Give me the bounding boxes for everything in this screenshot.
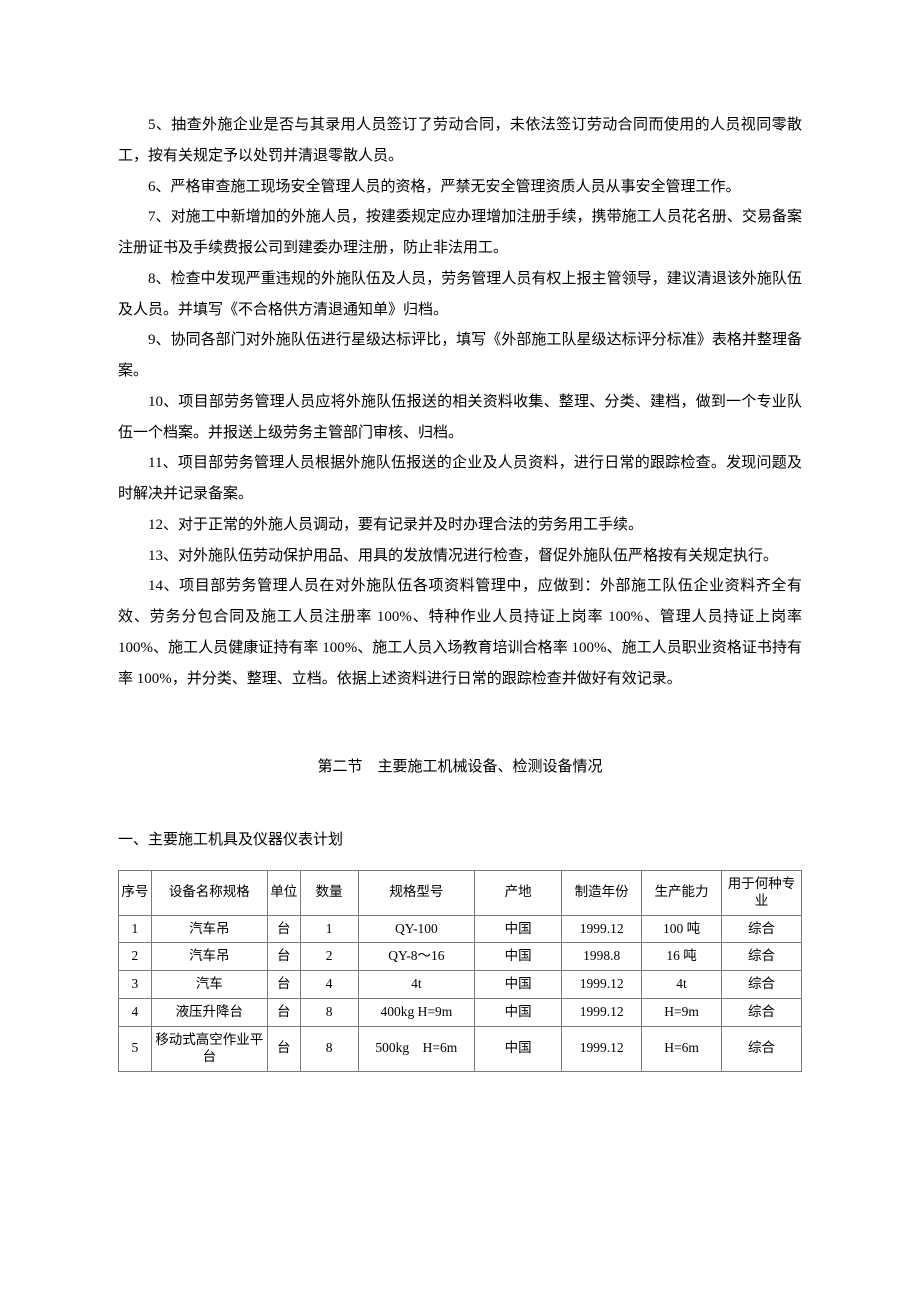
list-item-7: 7、对施工中新增加的外施人员，按建委规定应办理增加注册手续，携带施工人员花名册、… [118, 202, 802, 264]
cell: 汽车 [151, 971, 267, 999]
table-row: 3 汽车 台 4 4t 中国 1999.12 4t 综合 [119, 971, 802, 999]
cell: QY-8～16 [358, 943, 474, 971]
cell: 1998.8 [562, 943, 642, 971]
subsection-title: 一、主要施工机具及仪器仪表计划 [118, 825, 802, 856]
col-usage: 用于何种专业 [722, 870, 802, 915]
cell: 移动式高空作业平台 [151, 1027, 267, 1072]
col-capacity: 生产能力 [642, 870, 722, 915]
cell: 中国 [474, 1027, 561, 1072]
col-seq: 序号 [119, 870, 152, 915]
cell: 8 [300, 999, 358, 1027]
cell: 400kg H=9m [358, 999, 474, 1027]
cell: 5 [119, 1027, 152, 1072]
equipment-table: 序号 设备名称规格 单位 数量 规格型号 产地 制造年份 生产能力 用于何种专业… [118, 870, 802, 1072]
col-qty: 数量 [300, 870, 358, 915]
col-origin: 产地 [474, 870, 561, 915]
list-item-11: 11、项目部劳务管理人员根据外施队伍报送的企业及人员资料，进行日常的跟踪检查。发… [118, 448, 802, 510]
cell: 综合 [722, 1027, 802, 1072]
list-item-12: 12、对于正常的外施人员调动，要有记录并及时办理合法的劳务用工手续。 [118, 510, 802, 541]
cell: 台 [267, 915, 300, 943]
cell: 中国 [474, 971, 561, 999]
cell: 1999.12 [562, 1027, 642, 1072]
cell: 综合 [722, 915, 802, 943]
list-item-6: 6、严格审查施工现场安全管理人员的资格，严禁无安全管理资质人员从事安全管理工作。 [118, 172, 802, 203]
cell: H=9m [642, 999, 722, 1027]
cell: 1 [300, 915, 358, 943]
cell: 台 [267, 999, 300, 1027]
col-spec: 规格型号 [358, 870, 474, 915]
cell: 中国 [474, 999, 561, 1027]
cell: 3 [119, 971, 152, 999]
col-unit: 单位 [267, 870, 300, 915]
cell: 中国 [474, 915, 561, 943]
cell: 500kg H=6m [358, 1027, 474, 1072]
list-item-13: 13、对外施队伍劳动保护用品、用具的发放情况进行检查，督促外施队伍严格按有关规定… [118, 541, 802, 572]
list-item-10: 10、项目部劳务管理人员应将外施队伍报送的相关资料收集、整理、分类、建档，做到一… [118, 387, 802, 449]
cell: 台 [267, 943, 300, 971]
table-row: 1 汽车吊 台 1 QY-100 中国 1999.12 100 吨 综合 [119, 915, 802, 943]
section-title: 第二节 主要施工机械设备、检测设备情况 [118, 752, 802, 783]
cell: 16 吨 [642, 943, 722, 971]
cell: 1999.12 [562, 971, 642, 999]
cell: 综合 [722, 971, 802, 999]
list-item-8: 8、检查中发现严重违规的外施队伍及人员，劳务管理人员有权上报主管领导，建议清退该… [118, 264, 802, 326]
table-row: 4 液压升降台 台 8 400kg H=9m 中国 1999.12 H=9m 综… [119, 999, 802, 1027]
list-item-14: 14、项目部劳务管理人员在对外施队伍各项资料管理中，应做到：外部施工队伍企业资料… [118, 571, 802, 694]
cell: 液压升降台 [151, 999, 267, 1027]
list-item-5: 5、抽查外施企业是否与其录用人员签订了劳动合同，未依法签订劳动合同而使用的人员视… [118, 110, 802, 172]
cell: 1999.12 [562, 915, 642, 943]
cell: 汽车吊 [151, 943, 267, 971]
cell: 2 [300, 943, 358, 971]
cell: 1 [119, 915, 152, 943]
cell: 100 吨 [642, 915, 722, 943]
cell: 综合 [722, 943, 802, 971]
cell: QY-100 [358, 915, 474, 943]
table-row: 5 移动式高空作业平台 台 8 500kg H=6m 中国 1999.12 H=… [119, 1027, 802, 1072]
list-item-9: 9、协同各部门对外施队伍进行星级达标评比，填写《外部施工队星级达标评分标准》表格… [118, 325, 802, 387]
cell: 中国 [474, 943, 561, 971]
cell: 台 [267, 971, 300, 999]
col-year: 制造年份 [562, 870, 642, 915]
cell: 2 [119, 943, 152, 971]
cell: 4t [358, 971, 474, 999]
cell: 8 [300, 1027, 358, 1072]
cell: H=6m [642, 1027, 722, 1072]
table-header-row: 序号 设备名称规格 单位 数量 规格型号 产地 制造年份 生产能力 用于何种专业 [119, 870, 802, 915]
cell: 4 [300, 971, 358, 999]
cell: 1999.12 [562, 999, 642, 1027]
cell: 4t [642, 971, 722, 999]
table-row: 2 汽车吊 台 2 QY-8～16 中国 1998.8 16 吨 综合 [119, 943, 802, 971]
cell: 综合 [722, 999, 802, 1027]
col-name: 设备名称规格 [151, 870, 267, 915]
cell: 台 [267, 1027, 300, 1072]
cell: 4 [119, 999, 152, 1027]
cell: 汽车吊 [151, 915, 267, 943]
